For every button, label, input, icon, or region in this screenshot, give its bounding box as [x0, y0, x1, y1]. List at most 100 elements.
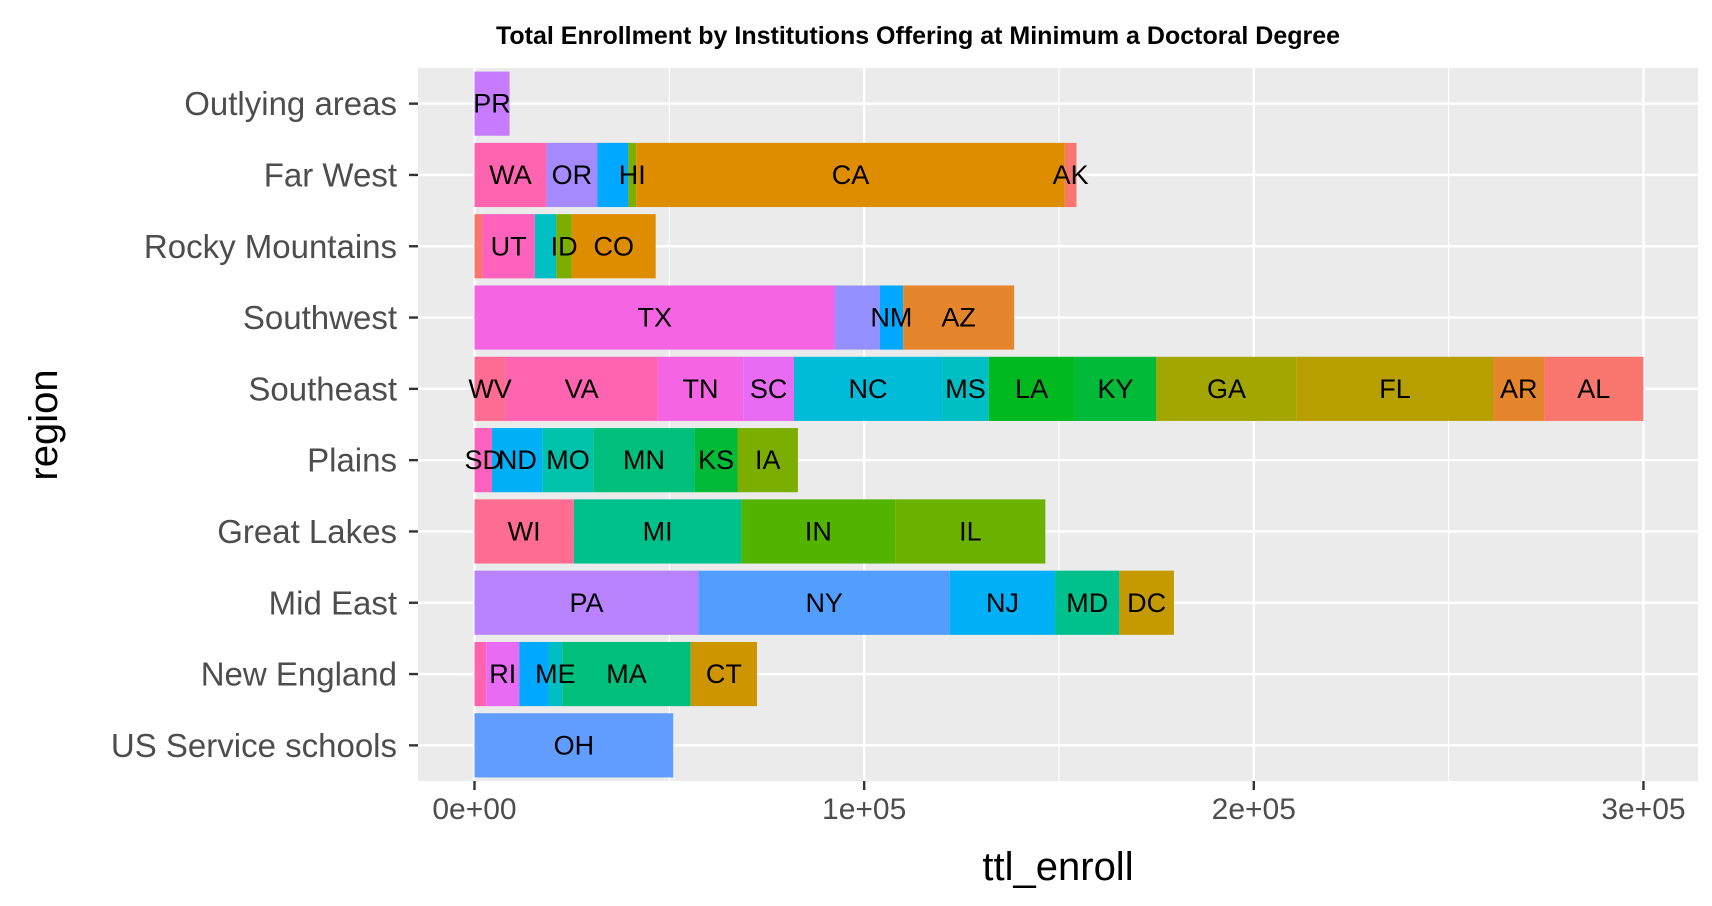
segment-label-in: IN — [805, 516, 832, 546]
bar-segment-in — [741, 499, 896, 564]
y-tick-label: Mid East — [269, 584, 397, 621]
bar-outlying-areas: PR — [473, 71, 511, 136]
segment-label-sc: SC — [750, 374, 788, 404]
bar-segment-wa — [474, 142, 547, 208]
bar-segment-ia — [737, 428, 798, 493]
segment-label-wa: WA — [489, 160, 532, 190]
segment-label-fl: FL — [1379, 374, 1411, 404]
segment-label-ar: AR — [1500, 374, 1538, 404]
bar-segment — [519, 641, 549, 707]
bar-segment-ky — [1074, 356, 1157, 421]
bar-segment-nm — [879, 285, 904, 350]
bar-segment-sd — [474, 428, 493, 493]
segment-label-mo: MO — [546, 445, 590, 475]
bar-segment — [834, 285, 880, 350]
x-tick-label: 0e+00 — [432, 793, 516, 826]
bar-segment-oh — [474, 713, 674, 778]
segment-label-nm: NM — [870, 303, 912, 333]
segment-label-ri: RI — [489, 659, 516, 689]
bar-segment-tn — [657, 356, 744, 421]
y-axis-title: region — [22, 369, 66, 480]
segment-label-la: LA — [1015, 374, 1048, 404]
bar-segment-tx — [474, 285, 835, 350]
bar-segment-ct — [690, 641, 757, 707]
segment-label-sd: SD — [465, 445, 503, 475]
bar-segment-ak — [1064, 142, 1077, 208]
bar-rocky-mountains: UT ID CO — [474, 214, 656, 279]
bar-segment-la — [988, 356, 1075, 421]
segment-label-mn: MN — [623, 445, 665, 475]
bar-segment-ga — [1156, 356, 1297, 421]
bar-segment-ca — [636, 142, 1065, 208]
segment-label-pr: PR — [473, 89, 511, 119]
bar-southwest: TX NM AZ — [474, 285, 1015, 350]
segment-label-ga: GA — [1207, 374, 1246, 404]
bar-segment — [474, 214, 483, 279]
bar-southeast: WV VA TN SC NC MS LA KY GA FL AR AL — [468, 356, 1644, 421]
x-tick-label: 2e+05 — [1212, 793, 1296, 826]
bar-segment-md — [1055, 570, 1120, 635]
segment-label-az: AZ — [941, 303, 976, 333]
segment-label-oh: OH — [554, 730, 595, 760]
segment-label-ny: NY — [805, 588, 843, 618]
bar-segment-ms — [942, 356, 989, 421]
segment-label-tn: TN — [682, 374, 718, 404]
bar-segment-wv — [474, 356, 506, 421]
segment-label-dc: DC — [1127, 588, 1166, 618]
bar-segment-ny — [698, 570, 950, 635]
bar-segment-hi — [628, 142, 637, 208]
bar-segment-fl — [1296, 356, 1494, 421]
x-axis-title: ttl_enroll — [982, 845, 1133, 889]
segment-label-wv: WV — [468, 374, 512, 404]
y-tick-label: Southwest — [243, 299, 397, 336]
bars-layer: PR WA OR HI CA AK UT ID CO TX NM AZ WV VA TN SC NC MS LA KY… — [465, 71, 1644, 778]
bar-segment-mn — [593, 428, 695, 493]
segment-label-ut: UT — [491, 231, 527, 261]
segment-label-il: IL — [959, 516, 982, 546]
bar-segment-wi — [474, 499, 574, 564]
bar-segment-va — [505, 356, 658, 421]
y-tick-label: Great Lakes — [217, 513, 397, 550]
bar-segment-mo — [542, 428, 594, 493]
segment-label-id: ID — [551, 231, 578, 261]
segment-label-ct: CT — [706, 659, 742, 689]
bar-segment-mi — [573, 499, 742, 564]
segment-label-ca: CA — [832, 160, 870, 190]
bar-segment-ri — [486, 641, 520, 707]
y-tick-label: US Service schools — [111, 727, 397, 764]
bar-segment-pa — [474, 570, 699, 635]
bar-segment — [474, 641, 487, 707]
bar-far-west: WA OR HI CA AK — [474, 142, 1089, 208]
y-tick-label: New England — [201, 656, 397, 693]
bar-segment-nd — [492, 428, 543, 493]
x-tick-label: 3e+05 — [1601, 793, 1685, 826]
y-tick-label: Rocky Mountains — [144, 228, 397, 265]
segment-label-nj: NJ — [986, 588, 1019, 618]
bar-segment-ut — [482, 214, 535, 279]
segment-label-me: ME — [535, 659, 576, 689]
bar-segment-nc — [794, 356, 943, 421]
y-tick-label: Southeast — [248, 370, 397, 407]
bar-segment-dc — [1119, 570, 1174, 635]
y-tick-label: Plains — [307, 442, 397, 479]
y-tick-label: Far West — [264, 156, 397, 193]
bar-segment — [597, 142, 629, 208]
segment-label-ma: MA — [606, 659, 647, 689]
bar-segment-ks — [694, 428, 738, 493]
bar-segment-ma — [562, 641, 691, 707]
segment-label-va: VA — [565, 374, 599, 404]
bar-segment-sc — [743, 356, 795, 421]
segment-label-md: MD — [1066, 588, 1108, 618]
bar-segment-al — [1544, 356, 1644, 421]
segment-label-pa: PA — [570, 588, 604, 618]
segment-label-hi: HI — [619, 160, 646, 190]
bar-segment-il — [895, 499, 1046, 564]
segment-label-ks: KS — [698, 445, 734, 475]
bar-segment-pr — [474, 71, 510, 136]
segment-label-mi: MI — [643, 516, 673, 546]
segment-label-al: AL — [1577, 374, 1610, 404]
segment-label-ms: MS — [945, 374, 986, 404]
segment-label-nc: NC — [849, 374, 888, 404]
x-axis: 0e+00 1e+05 2e+05 3e+05 — [432, 781, 1686, 826]
